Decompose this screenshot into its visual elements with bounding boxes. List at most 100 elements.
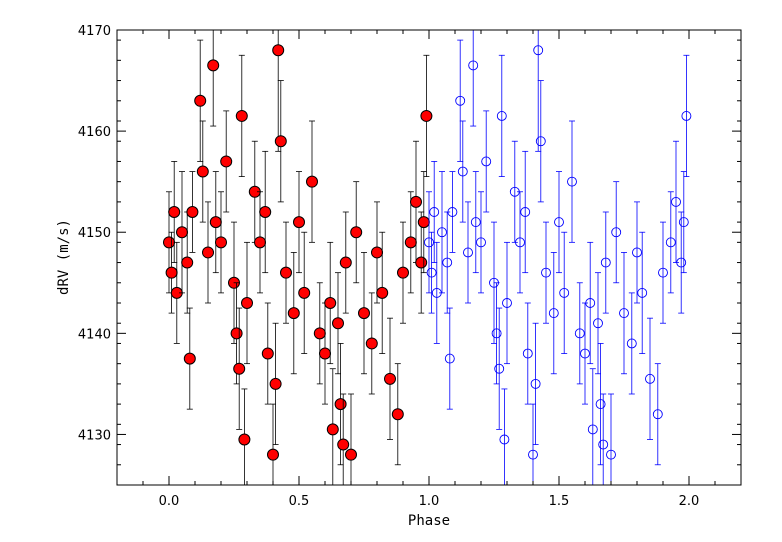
data-point-filled <box>209 216 222 229</box>
data-point-filled <box>410 195 422 208</box>
data-point-open <box>626 338 637 349</box>
data-point-open <box>611 227 622 238</box>
data-point-filled <box>337 438 350 451</box>
data-point-open <box>457 166 468 177</box>
data-point-open <box>520 207 531 217</box>
data-point-filled <box>165 266 178 279</box>
x-tick-label: 0.5 <box>289 494 310 509</box>
data-point-open <box>559 287 570 298</box>
data-point-filled <box>196 165 209 178</box>
x-tick-label: 2.0 <box>679 494 700 509</box>
x-axis-label: Phase <box>408 513 450 529</box>
data-point-filled <box>332 317 344 330</box>
data-point-filled <box>324 297 337 309</box>
data-point-filled <box>163 236 175 249</box>
data-point-filled <box>365 337 378 350</box>
data-point-open <box>548 308 559 319</box>
data-point-filled <box>202 246 214 259</box>
data-point-open <box>541 267 551 278</box>
data-point-open <box>585 298 596 308</box>
data-point-filled <box>391 408 404 421</box>
y-tick-label: 4170 <box>78 24 111 39</box>
y-axis-label: dRV (m/s) <box>56 219 72 295</box>
data-point-open <box>496 110 507 121</box>
data-point-filled <box>417 216 430 229</box>
data-point-open <box>554 217 564 228</box>
data-point-filled <box>326 423 339 436</box>
data-point-filled <box>415 256 428 269</box>
data-point-open <box>491 328 502 339</box>
data-point-open <box>476 237 486 248</box>
data-point-filled <box>345 448 357 461</box>
data-point-open <box>580 348 590 359</box>
data-point-open <box>499 434 510 445</box>
data-point-filled <box>280 266 292 279</box>
x-tick-label: 1.0 <box>419 494 440 509</box>
data-point-filled <box>183 352 196 365</box>
data-point-open <box>645 373 655 384</box>
data-point-open <box>481 156 492 167</box>
data-point-open <box>600 257 611 268</box>
data-point-open <box>676 257 687 268</box>
plot-frame <box>116 29 742 486</box>
data-point-open <box>444 353 455 364</box>
data-point-open <box>619 308 629 319</box>
data-point-filled <box>313 327 326 340</box>
data-point-filled <box>254 236 266 249</box>
data-point-filled <box>181 256 194 269</box>
y-tick-label: 4160 <box>78 125 111 140</box>
data-point-filled <box>397 266 409 279</box>
data-point-open <box>528 449 538 460</box>
data-point-open <box>574 328 585 339</box>
data-point-open <box>424 237 434 248</box>
data-point-open <box>665 237 676 248</box>
data-point-filled <box>194 94 207 107</box>
data-point-open <box>429 207 440 217</box>
data-point-open <box>535 136 546 147</box>
data-point-filled <box>269 377 282 390</box>
data-point-open <box>567 176 577 187</box>
data-point-open <box>437 227 447 238</box>
data-point-open <box>463 247 473 258</box>
data-point-filled <box>235 109 248 122</box>
y-tick-label: 4150 <box>78 226 111 241</box>
data-point-filled <box>241 297 253 309</box>
data-point-filled <box>274 135 287 148</box>
data-point-filled <box>215 236 227 249</box>
data-point-open <box>515 237 525 248</box>
data-point-filled <box>238 433 251 446</box>
data-point-open <box>502 298 512 308</box>
data-point-open <box>455 95 466 106</box>
data-point-open <box>494 363 505 374</box>
data-point-filled <box>384 372 396 385</box>
data-point-filled <box>287 307 300 320</box>
data-point-open <box>595 399 606 410</box>
data-point-filled <box>272 44 285 57</box>
data-point-filled <box>230 327 243 340</box>
data-points <box>163 30 692 485</box>
data-point-open <box>470 217 481 228</box>
data-point-filled <box>298 286 311 299</box>
data-point-filled <box>358 307 370 320</box>
data-point-open <box>426 267 437 278</box>
x-tick-label: 0.0 <box>159 494 180 509</box>
data-point-open <box>652 409 663 420</box>
data-point-open <box>522 348 533 359</box>
x-tick-label: 1.5 <box>549 494 570 509</box>
y-tick-label: 4140 <box>78 327 111 342</box>
data-point-filled <box>259 206 272 218</box>
data-point-open <box>681 110 692 121</box>
data-point-open <box>632 247 642 258</box>
data-point-open <box>442 257 453 268</box>
data-point-open <box>658 267 668 278</box>
data-point-filled <box>420 109 433 122</box>
tick-labels: 0.0 0.5 1.0 1.5 2.0 4130 4140 4150 4160 4170 <box>78 24 699 509</box>
data-point-filled <box>267 448 279 461</box>
data-point-open <box>468 60 479 71</box>
data-point-filled <box>339 256 352 269</box>
data-point-open <box>678 217 689 228</box>
data-point-filled <box>233 362 246 375</box>
data-point-open <box>593 318 603 329</box>
data-point-open <box>530 378 541 389</box>
